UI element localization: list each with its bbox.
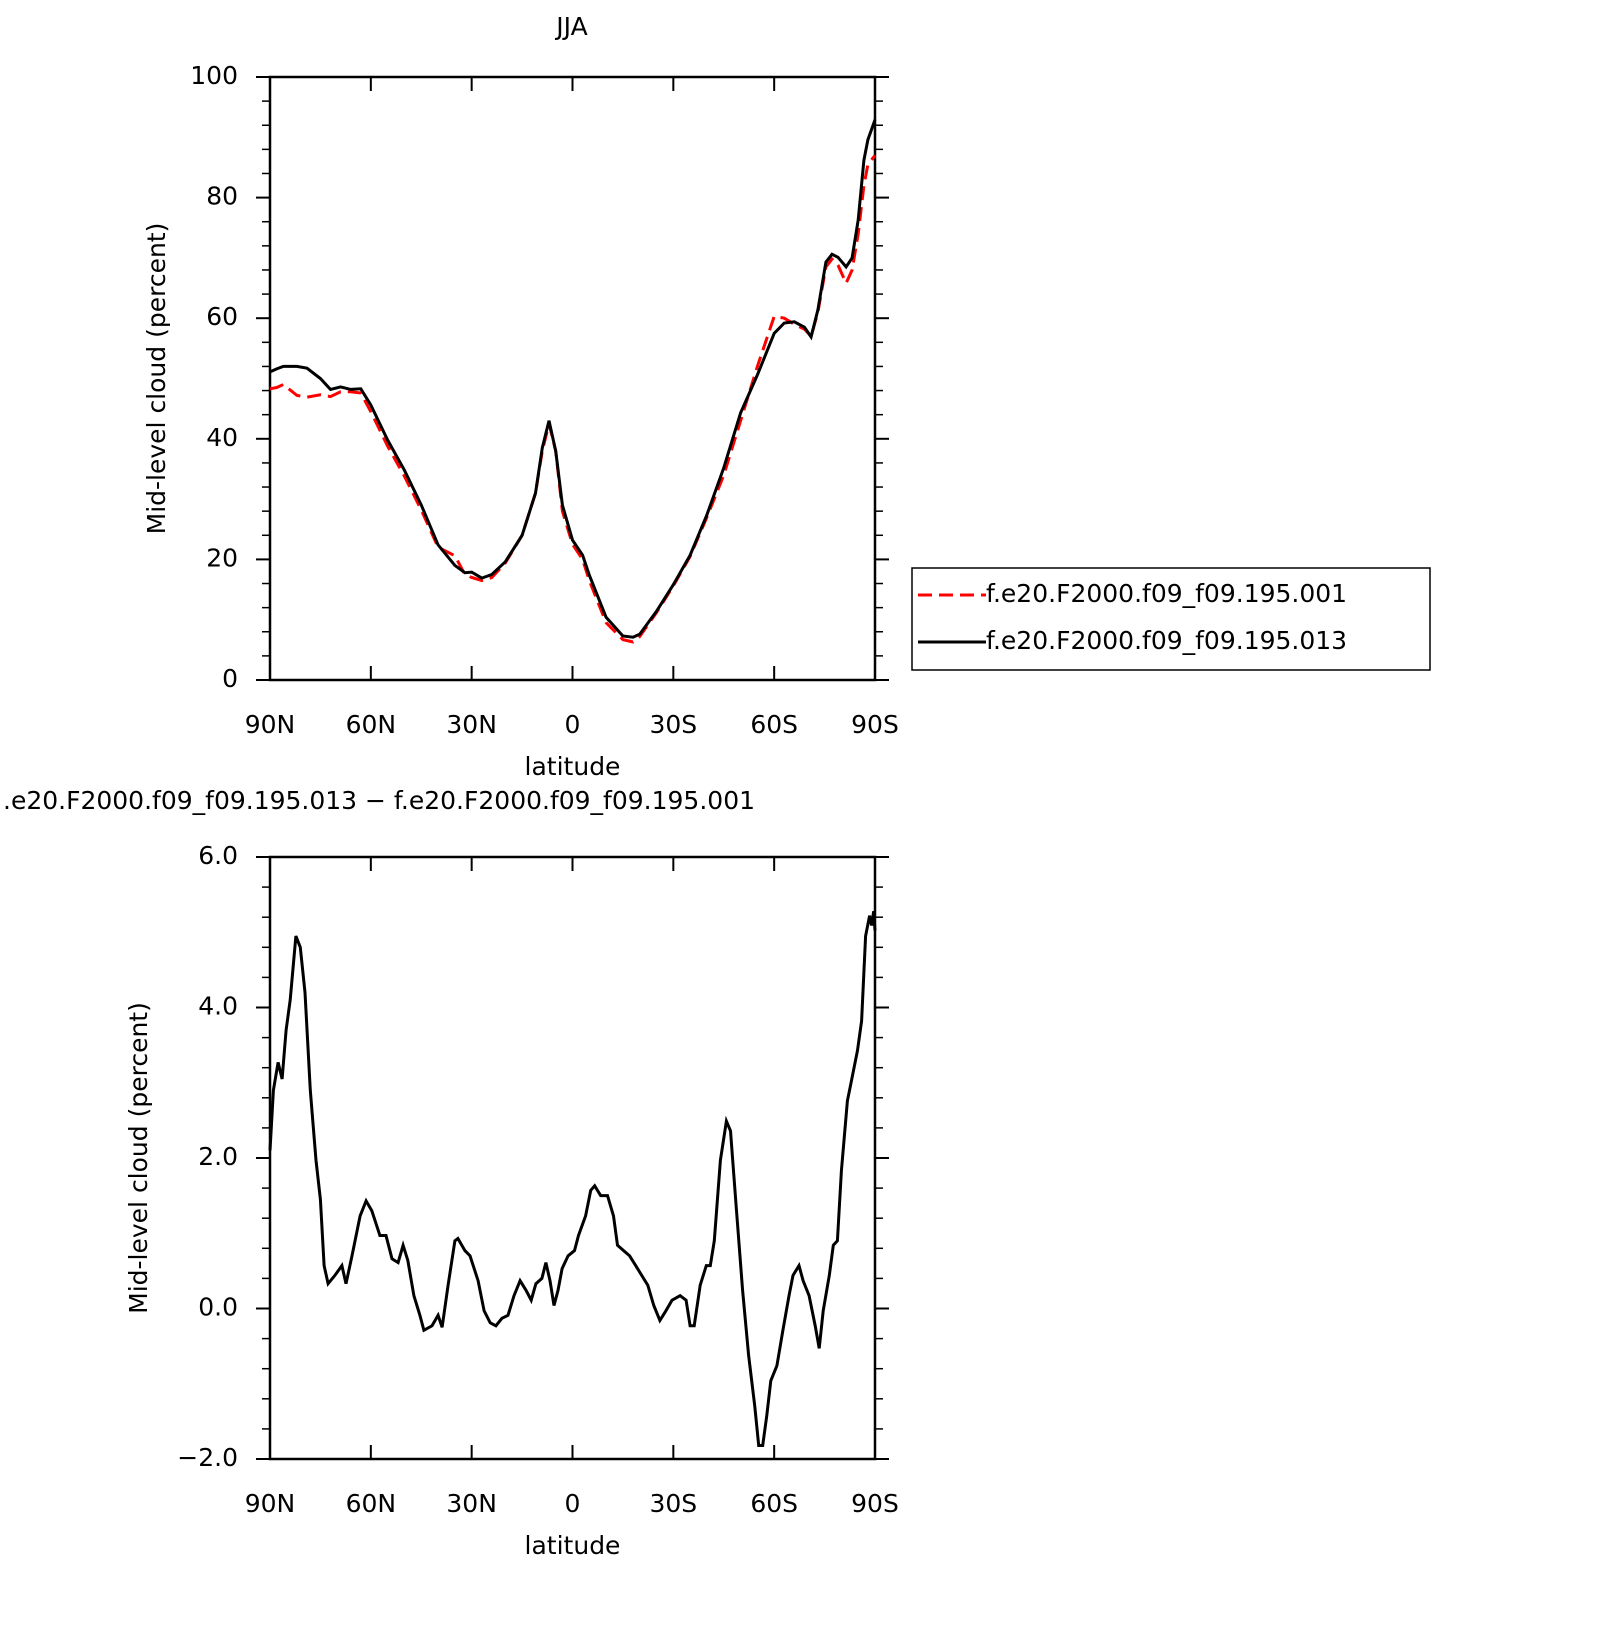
- y-tick-label: 0.0: [198, 1293, 238, 1322]
- data-line: [268, 910, 877, 1447]
- data-line: [269, 119, 877, 639]
- data-line: [269, 154, 877, 644]
- legend-box: [911, 567, 1431, 671]
- x-axis-label: latitude: [525, 1531, 621, 1560]
- x-axis-label: latitude: [525, 752, 621, 781]
- x-tick-label: 60N: [346, 710, 397, 739]
- x-tick-label: 60S: [750, 1489, 798, 1518]
- x-tick-label: 90S: [851, 710, 899, 739]
- y-tick-label: 80: [206, 182, 238, 211]
- x-tick-label: 30S: [649, 710, 697, 739]
- y-tick-label: 0: [222, 664, 238, 693]
- legend-label: f.e20.F2000.f09_f09.195.001: [986, 579, 1347, 608]
- y-tick-label: 40: [206, 423, 238, 452]
- chart-title: .e20.F2000.f09_f09.195.013 − f.e20.F2000…: [3, 786, 755, 815]
- x-tick-label: 30N: [446, 1489, 497, 1518]
- x-tick-label: 30S: [649, 1489, 697, 1518]
- chart-title: JJA: [554, 12, 587, 41]
- x-tick-label: 90N: [245, 1489, 296, 1518]
- y-tick-label: 20: [206, 543, 238, 572]
- legend-label: f.e20.F2000.f09_f09.195.013: [986, 626, 1347, 655]
- y-tick-label: 60: [206, 302, 238, 331]
- y-axis-label: Mid-level cloud (percent): [142, 223, 171, 535]
- y-tick-label: 2.0: [198, 1142, 238, 1171]
- x-tick-label: 0: [565, 710, 581, 739]
- x-tick-label: 90N: [245, 710, 296, 739]
- y-tick-label: 6.0: [198, 841, 238, 870]
- x-tick-label: 60N: [346, 1489, 397, 1518]
- y-tick-label: 4.0: [198, 992, 238, 1021]
- plot-frame: [268, 75, 877, 682]
- y-tick-label: 100: [190, 61, 238, 90]
- x-tick-label: 60S: [750, 710, 798, 739]
- x-tick-label: 30N: [446, 710, 497, 739]
- y-tick-label: −2.0: [177, 1443, 238, 1472]
- x-tick-label: 0: [565, 1489, 581, 1518]
- y-axis-label: Mid-level cloud (percent): [124, 1002, 153, 1314]
- x-tick-label: 90S: [851, 1489, 899, 1518]
- plot-frame: [268, 855, 877, 1461]
